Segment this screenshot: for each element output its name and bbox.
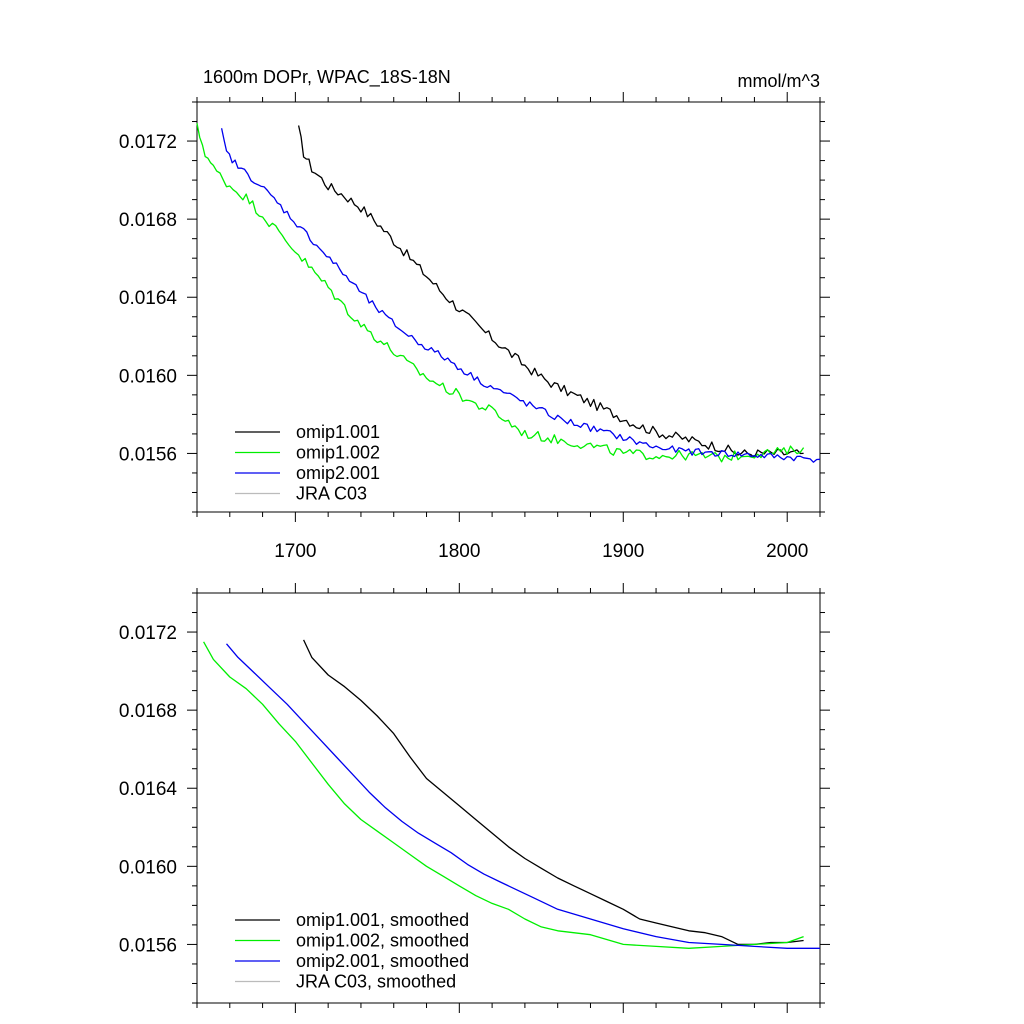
y-tick-label: 0.0164	[119, 288, 178, 309]
legend-label: omip1.002	[296, 443, 380, 463]
legend-label: omip2.001	[296, 463, 380, 483]
y-tick-label: 0.0164	[119, 779, 178, 800]
bottom-panel: 0.0156 0.0160 0.0164 0.0168 0.0172 omip1.001…	[119, 583, 830, 1013]
series-line-omip2-001-smoothed	[226, 643, 820, 949]
x-tick-label: 1900	[602, 541, 644, 562]
legend-label: omip1.001, smoothed	[296, 910, 469, 930]
plot-frame	[196, 101, 821, 513]
bottom-panel-axes: 0.0156 0.0160 0.0164 0.0168 0.0172	[119, 583, 830, 1013]
top-panel-axes: 1700 1800 1900 2000 0.0156 0.0160 0.0164 0.0168…	[119, 92, 830, 562]
x-tick-label: 1800	[438, 541, 480, 562]
plot-frame	[196, 592, 821, 1004]
legend-label: omip1.002, smoothed	[296, 931, 469, 951]
chart-title: 1600m DOPr, WPAC_18S-18N	[203, 67, 451, 88]
legend-label: JRA C03	[296, 484, 367, 504]
bottom-panel-series	[203, 639, 820, 949]
legend-label: omip2.001, smoothed	[296, 951, 469, 971]
series-line-omip2-001	[220, 128, 821, 463]
y-tick-label: 0.0168	[119, 701, 177, 722]
legend-label: omip1.001	[296, 422, 380, 442]
y-tick-label: 0.0156	[119, 935, 177, 956]
x-tick-label: 1700	[274, 541, 316, 562]
y-tick-label: 0.0160	[119, 857, 177, 878]
series-line-omip1-002	[196, 123, 805, 463]
legend-label: JRA C03, smoothed	[296, 972, 456, 992]
y-tick-label: 0.0168	[119, 210, 177, 231]
y-tick-label: 0.0172	[119, 132, 177, 153]
top-panel-series	[196, 123, 821, 463]
units-label: mmol/m^3	[738, 71, 820, 91]
x-tick-label: 2000	[766, 541, 808, 562]
top-panel: 1600m DOPr, WPAC_18S-18N mmol/m^3 1700 18…	[119, 67, 830, 562]
series-line-omip1-002-smoothed	[203, 641, 804, 949]
series-line-omip1-001-smoothed	[303, 639, 804, 946]
y-tick-label: 0.0160	[119, 366, 177, 387]
y-tick-label: 0.0156	[119, 444, 177, 465]
y-tick-label: 0.0172	[119, 623, 177, 644]
series-line-omip1-001	[297, 125, 804, 459]
